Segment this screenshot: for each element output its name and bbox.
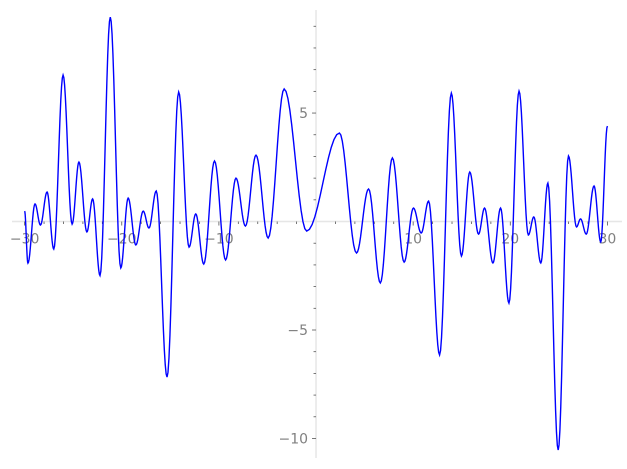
axes (12, 10, 622, 458)
ticks (24, 25, 608, 439)
x-tick-label: 20 (501, 232, 519, 248)
tick-labels: −30 −20 −10 10 20 30 5 −5 −10 (10, 106, 616, 447)
y-tick-label: −10 (278, 431, 308, 447)
x-tick-label: −30 (10, 232, 40, 248)
series-line (23, 17, 609, 451)
x-tick-label: 30 (599, 232, 617, 248)
x-tick-label: 10 (404, 232, 422, 248)
x-tick-label: −10 (204, 232, 234, 248)
y-tick-label: 5 (299, 106, 308, 122)
x-tick-label: −20 (107, 232, 137, 248)
y-tick-label: −5 (287, 323, 308, 339)
